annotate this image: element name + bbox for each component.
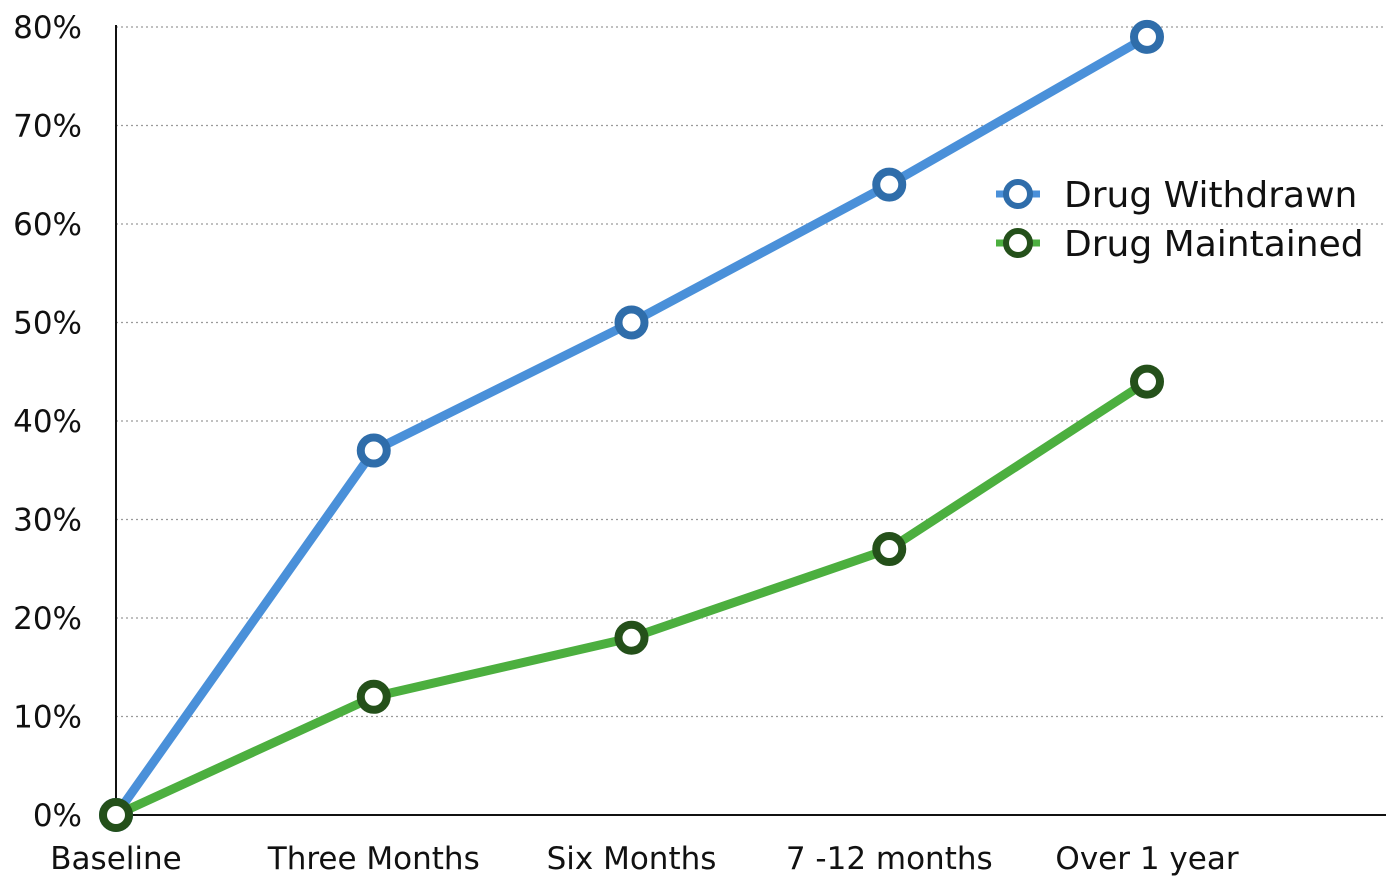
grid-lines xyxy=(116,26,1386,718)
y-tick-labels: 0% 10% 20% 30% 40% 50% 60% 70% 80% xyxy=(13,10,82,834)
legend: Drug Withdrawn Drug Maintained xyxy=(996,175,1364,265)
legend-swatch-marker xyxy=(1003,228,1033,258)
legend-item-drug-withdrawn: Drug Withdrawn xyxy=(996,175,1357,216)
y-tick-label: 40% xyxy=(13,404,82,440)
axes xyxy=(115,25,1386,816)
data-point xyxy=(1130,19,1164,54)
x-tick-label: Three Months xyxy=(267,841,480,877)
x-tick-label: Baseline xyxy=(50,841,181,877)
legend-label-drug-withdrawn: Drug Withdrawn xyxy=(1064,175,1357,216)
data-point xyxy=(99,798,133,832)
y-tick-label: 10% xyxy=(13,700,82,736)
y-tick-label: 60% xyxy=(13,207,82,243)
legend-item-drug-maintained: Drug Maintained xyxy=(996,224,1364,265)
data-point xyxy=(614,305,649,340)
x-tick-label: Over 1 year xyxy=(1055,841,1238,877)
series xyxy=(99,19,1164,832)
legend-label-drug-maintained: Drug Maintained xyxy=(1064,224,1364,265)
legend-swatch-marker xyxy=(1003,179,1033,209)
data-point xyxy=(614,620,649,655)
data-point xyxy=(872,532,907,567)
y-tick-label: 20% xyxy=(13,601,82,637)
y-tick-label: 80% xyxy=(13,10,82,46)
data-point xyxy=(872,167,907,202)
data-point xyxy=(356,433,391,468)
series-drug-maintained xyxy=(99,364,1164,832)
series-line-drug-withdrawn xyxy=(111,32,1152,820)
data-point xyxy=(356,679,391,714)
series-drug-withdrawn xyxy=(99,19,1164,832)
data-point xyxy=(1130,364,1164,399)
x-tick-label: Six Months xyxy=(547,841,717,877)
y-tick-label: 0% xyxy=(33,798,82,834)
x-tick-label: 7 -12 months xyxy=(786,841,993,877)
y-tick-label: 50% xyxy=(13,306,82,342)
y-tick-label: 70% xyxy=(13,109,82,145)
x-tick-labels: Baseline Three Months Six Months 7 -12 mont… xyxy=(50,841,1239,877)
y-tick-label: 30% xyxy=(13,503,82,539)
